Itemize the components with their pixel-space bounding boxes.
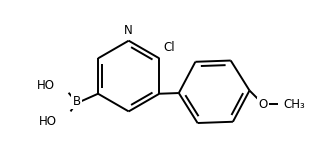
Text: Cl: Cl bbox=[163, 41, 175, 55]
Text: B: B bbox=[72, 95, 80, 108]
Text: HO: HO bbox=[39, 115, 57, 128]
Text: CH₃: CH₃ bbox=[283, 98, 305, 111]
Text: N: N bbox=[124, 24, 133, 37]
Text: O: O bbox=[259, 98, 268, 111]
Text: HO: HO bbox=[37, 79, 55, 92]
